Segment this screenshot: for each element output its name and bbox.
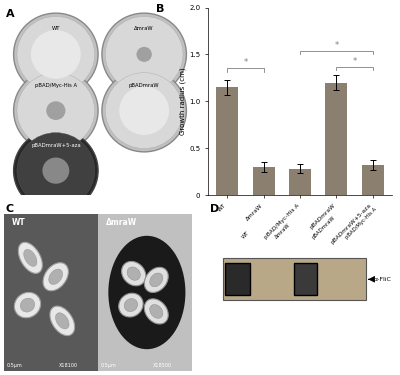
Ellipse shape (20, 298, 35, 312)
Bar (289, 169, 311, 195)
Text: D: D (210, 204, 219, 214)
Circle shape (31, 30, 81, 79)
Circle shape (14, 129, 98, 212)
Circle shape (14, 13, 98, 96)
Text: pBAD/Myc-His A: pBAD/Myc-His A (35, 82, 77, 87)
Text: 0.5μm: 0.5μm (7, 363, 22, 368)
Circle shape (105, 16, 183, 92)
Ellipse shape (144, 299, 168, 324)
Ellipse shape (50, 306, 75, 336)
Circle shape (14, 69, 98, 152)
Text: ΔmraW: ΔmraW (106, 218, 137, 227)
Circle shape (46, 101, 66, 120)
Text: pBADmraW+5-aza: pBADmraW+5-aza (31, 142, 81, 147)
Text: C: C (6, 204, 14, 214)
Ellipse shape (18, 242, 42, 273)
Circle shape (105, 73, 183, 148)
Y-axis label: Growth radius (cm): Growth radius (cm) (180, 68, 186, 135)
FancyBboxPatch shape (294, 263, 316, 296)
Bar (253, 167, 274, 195)
Ellipse shape (43, 263, 68, 291)
Text: WT: WT (12, 218, 25, 227)
Text: A: A (6, 9, 14, 20)
Ellipse shape (108, 236, 186, 349)
Text: X18500: X18500 (152, 363, 172, 368)
Circle shape (17, 73, 95, 148)
Circle shape (42, 158, 69, 184)
Circle shape (17, 133, 95, 209)
Circle shape (102, 13, 186, 96)
Text: pBAD/Myc-His A: pBAD/Myc-His A (344, 206, 378, 240)
Text: B: B (156, 4, 165, 14)
Circle shape (102, 69, 186, 152)
Bar (326, 82, 347, 195)
Ellipse shape (150, 304, 163, 318)
Bar (362, 165, 384, 195)
Text: *: * (352, 57, 357, 66)
Ellipse shape (144, 267, 168, 292)
Circle shape (17, 16, 95, 92)
Ellipse shape (124, 298, 138, 312)
Circle shape (136, 47, 152, 62)
Circle shape (119, 86, 169, 135)
Text: 0.5μm: 0.5μm (101, 363, 116, 368)
Text: WT: WT (52, 26, 60, 31)
Bar (216, 87, 238, 195)
Ellipse shape (119, 293, 143, 317)
Text: pBADmraW: pBADmraW (129, 82, 160, 87)
Ellipse shape (56, 313, 69, 329)
Ellipse shape (24, 249, 37, 266)
FancyBboxPatch shape (224, 263, 250, 296)
Text: ΔmraW: ΔmraW (134, 26, 154, 31)
Text: pBADmraW: pBADmraW (311, 214, 336, 240)
Ellipse shape (150, 273, 163, 287)
Text: ΔmraW: ΔmraW (274, 222, 292, 240)
Text: WT: WT (241, 230, 251, 240)
Ellipse shape (127, 267, 140, 280)
Ellipse shape (14, 292, 41, 318)
Ellipse shape (122, 261, 146, 286)
Text: α-FliC: α-FliC (374, 277, 392, 282)
Ellipse shape (49, 269, 63, 285)
Text: *: * (334, 41, 338, 50)
Text: *: * (243, 58, 248, 68)
FancyBboxPatch shape (223, 258, 366, 300)
Text: X18100: X18100 (58, 363, 78, 368)
